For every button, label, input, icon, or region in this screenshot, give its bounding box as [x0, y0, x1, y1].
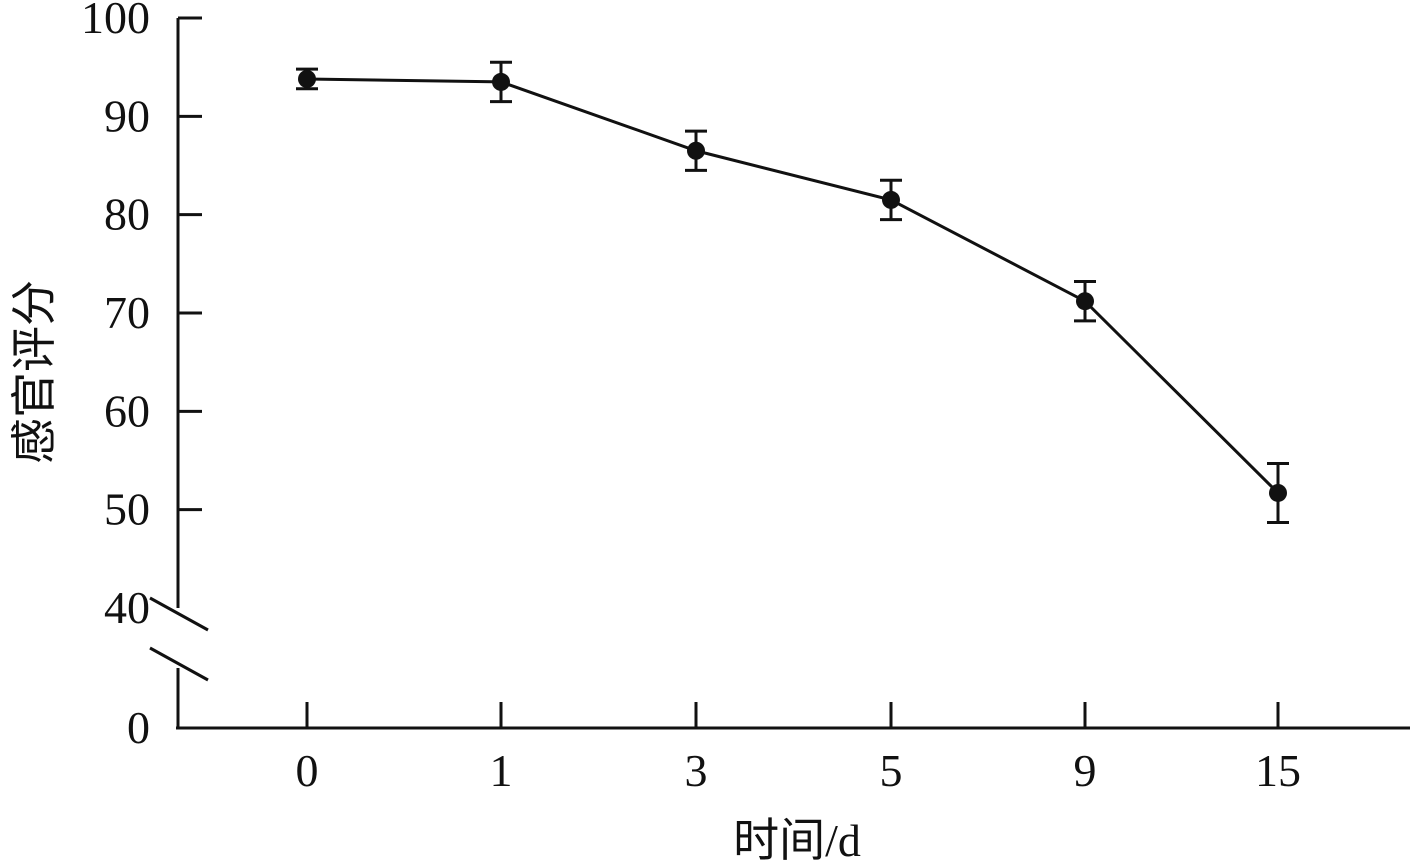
data-point — [298, 69, 316, 88]
y-axis-label: 感官评分 — [9, 280, 60, 464]
y-tick-label: 50 — [104, 484, 150, 535]
y-ticks: 0 40 50 60 70 80 90 100 — [81, 0, 202, 753]
x-tick-label: 3 — [685, 745, 708, 796]
axis-break-mark — [149, 596, 209, 632]
data-point — [687, 141, 705, 160]
x-tick-label: 1 — [490, 745, 513, 796]
y-tick-label: 70 — [104, 287, 150, 338]
axes — [149, 18, 1410, 730]
x-axis-label: 时间/d — [733, 815, 861, 864]
y-tick-label: 60 — [104, 385, 150, 436]
axis-break-mark — [149, 646, 209, 682]
x-ticks: 0 1 3 5 9 15 — [296, 702, 1301, 796]
y-tick-label: 0 — [127, 702, 150, 753]
y-tick-label: 100 — [81, 0, 150, 43]
y-tick-label: 40 — [104, 582, 150, 633]
data-point — [882, 190, 900, 209]
series-line — [306, 77, 1280, 495]
data-point — [492, 72, 510, 91]
data-point — [1076, 292, 1094, 311]
x-tick-label: 5 — [880, 745, 903, 796]
series — [296, 60, 1289, 524]
x-tick-label: 15 — [1255, 745, 1301, 796]
x-tick-label: 0 — [296, 745, 319, 796]
y-tick-label: 80 — [104, 189, 150, 240]
x-tick-label: 9 — [1074, 745, 1097, 796]
data-point — [1269, 483, 1287, 502]
y-tick-label: 90 — [104, 90, 150, 141]
